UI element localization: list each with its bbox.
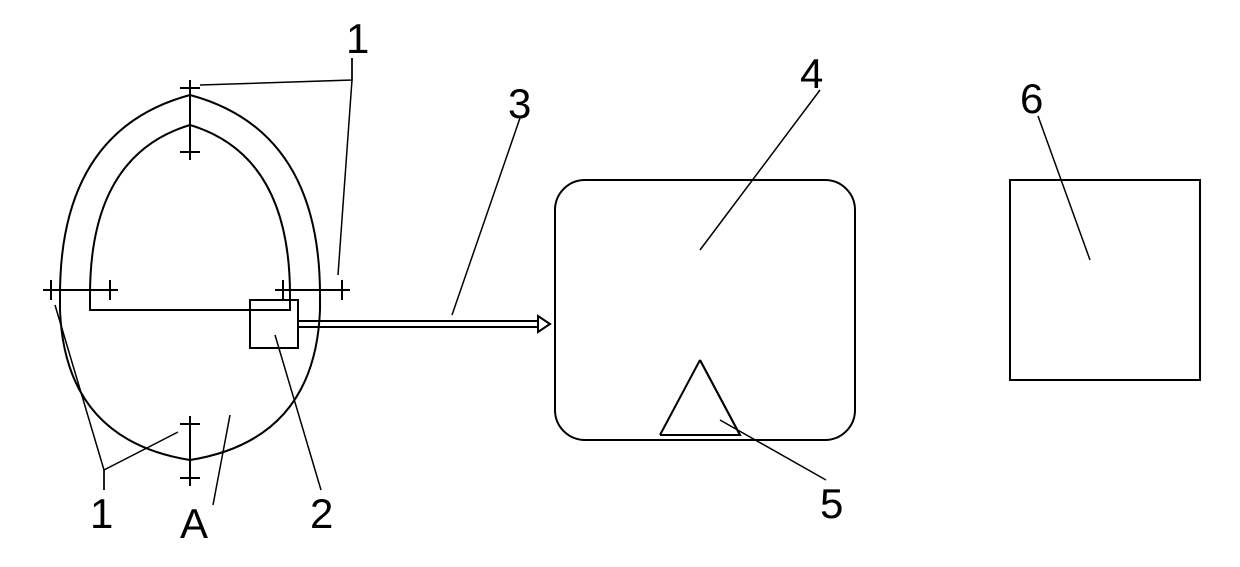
sensor-left bbox=[43, 280, 118, 300]
square-6 bbox=[1010, 180, 1200, 380]
rounded-box-4 bbox=[555, 180, 855, 440]
label-5: 5 bbox=[820, 480, 843, 528]
leader-line-5 bbox=[213, 415, 230, 505]
label-1a: 1 bbox=[346, 15, 369, 63]
label-6: 6 bbox=[1020, 75, 1043, 123]
leader-line-4 bbox=[275, 335, 321, 490]
triangle-5-left bbox=[660, 360, 700, 435]
leader-line-3 bbox=[104, 432, 178, 490]
label-A: A bbox=[180, 500, 208, 548]
label-2: 2 bbox=[310, 490, 333, 538]
arrow-head bbox=[538, 316, 550, 332]
leader-line-8 bbox=[720, 420, 826, 480]
sensor-top bbox=[180, 80, 200, 160]
sensor-bottom bbox=[180, 416, 200, 486]
label-3: 3 bbox=[508, 80, 531, 128]
sensor-right bbox=[275, 280, 350, 300]
label-4: 4 bbox=[800, 50, 823, 98]
triangle-5-right bbox=[700, 360, 740, 435]
leader-line-9 bbox=[1038, 116, 1090, 260]
diagram-canvas bbox=[0, 0, 1240, 567]
leader-line-6 bbox=[452, 118, 520, 315]
leader-line-1 bbox=[338, 58, 352, 275]
leader-line-7 bbox=[700, 90, 820, 250]
leader-line-0 bbox=[200, 58, 352, 85]
label-1b: 1 bbox=[90, 490, 113, 538]
